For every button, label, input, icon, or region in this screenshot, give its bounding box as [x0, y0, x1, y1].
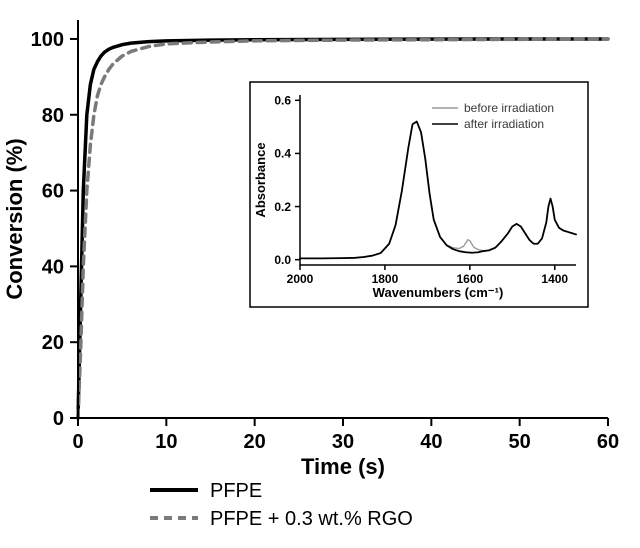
- inset-ytick-label: 0.0: [274, 253, 291, 267]
- main-xtick-label: 20: [244, 431, 266, 453]
- main-ytick-label: 80: [42, 105, 64, 127]
- main-xtick-label: 0: [72, 431, 83, 453]
- inset-xtick-label: 1400: [541, 272, 568, 286]
- main-ytick-label: 20: [42, 332, 64, 354]
- main-ylabel: Conversion (%): [2, 138, 27, 299]
- main-xtick-label: 50: [509, 431, 531, 453]
- figure-root: 0 10 20 30 40 50 60 0 20 40 60 80 100 Time (s) Convers…: [0, 0, 640, 548]
- main-ytick-label: 100: [31, 29, 64, 51]
- inset-legend-label: before irradiation: [464, 101, 554, 115]
- main-xtick-label: 60: [597, 431, 619, 453]
- main-xtick-label: 10: [155, 431, 177, 453]
- legend-label: PFPE + 0.3 wt.% RGO: [210, 508, 413, 530]
- main-xtick-label: 40: [420, 431, 442, 453]
- main-ytick-label: 60: [42, 181, 64, 203]
- inset-xlabel: Wavenumbers (cm⁻¹): [373, 285, 504, 300]
- inset-xtick-label: 1800: [372, 272, 399, 286]
- inset-ylabel: Absorbance: [253, 142, 268, 217]
- main-xtick-label: 30: [332, 431, 354, 453]
- inset-ytick-label: 0.6: [274, 94, 291, 108]
- inset-xtick-label: 1600: [456, 272, 483, 286]
- inset-legend-label: after irradiation: [464, 117, 544, 131]
- main-ytick-label: 0: [53, 408, 64, 430]
- legend-label: PFPE: [210, 480, 262, 502]
- inset-xtick-label: 2000: [287, 272, 314, 286]
- inset-ytick-label: 0.4: [274, 147, 291, 161]
- inset-ytick-label: 0.2: [274, 200, 291, 214]
- chart-svg: 0 10 20 30 40 50 60 0 20 40 60 80 100 Time (s) Convers…: [0, 0, 640, 548]
- main-xlabel: Time (s): [301, 454, 385, 479]
- main-ytick-label: 40: [42, 256, 64, 278]
